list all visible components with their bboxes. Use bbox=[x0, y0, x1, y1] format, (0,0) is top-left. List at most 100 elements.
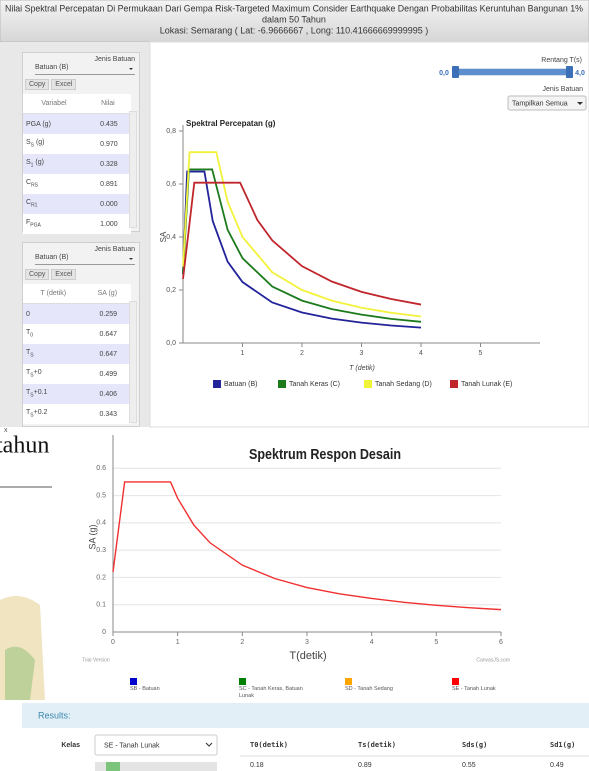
legend-swatch bbox=[364, 380, 372, 388]
column-header: SA (g) bbox=[84, 284, 131, 304]
value-cell: 0.647 bbox=[84, 344, 131, 364]
variable-suffix: (g) bbox=[34, 139, 45, 146]
variable-subscript: RS bbox=[31, 183, 38, 189]
value-cell: 0.328 bbox=[85, 154, 131, 174]
y-axis-title: SA (g) bbox=[87, 524, 97, 549]
variable-cell: CR1 bbox=[23, 194, 85, 214]
y-tick-label: 0.4 bbox=[96, 520, 106, 527]
x-tick-label: 3 bbox=[360, 350, 364, 357]
scrollbar bbox=[129, 111, 137, 228]
y-tick-label: 0,8 bbox=[166, 128, 176, 135]
table-select[interactable]: Batuan (B) bbox=[35, 64, 135, 75]
watermark: Trial Version bbox=[82, 657, 110, 663]
value-cell: 0.343 bbox=[84, 404, 131, 424]
range-handle[interactable] bbox=[566, 66, 573, 78]
kelas-label: Kelas bbox=[61, 742, 80, 749]
soil-select-text: Tampilkan Semua bbox=[512, 100, 568, 107]
variable-cell: TS+0.2 bbox=[23, 404, 84, 424]
header-title: dalam 50 Tahun bbox=[262, 14, 326, 24]
variable-cell: TS bbox=[23, 344, 84, 364]
range-fill bbox=[458, 69, 568, 75]
button-row: Copy Excel bbox=[23, 75, 139, 94]
legend-swatch bbox=[345, 678, 352, 685]
progress-fill bbox=[106, 762, 120, 771]
legend-label: Tanah Keras (C) bbox=[289, 381, 340, 388]
x-tick-label: 6 bbox=[499, 639, 503, 646]
value-cell: 0.435 bbox=[85, 114, 131, 135]
range-min: 0,0 bbox=[439, 70, 449, 77]
x-tick-label: 5 bbox=[479, 350, 483, 357]
x-tick-label: 1 bbox=[176, 639, 180, 646]
table-heading: Jenis Batuan bbox=[23, 243, 139, 253]
variable-cell: SS (g) bbox=[23, 134, 85, 154]
value-cell: 0.647 bbox=[84, 324, 131, 344]
value-cell: 0.891 bbox=[85, 174, 131, 194]
variable-cell: T0 bbox=[23, 324, 84, 344]
legend-label: SC - Tanah Keras, Batuan Lunak bbox=[239, 686, 319, 700]
button[interactable]: Excel bbox=[51, 79, 76, 90]
results-value: 0.49 bbox=[550, 762, 564, 769]
header-row: T (detik)SA (g) bbox=[23, 284, 131, 304]
x-tick-label: 4 bbox=[370, 639, 374, 646]
variable-cell: S1 (g) bbox=[23, 154, 85, 174]
results-header: Ts(detik) bbox=[358, 741, 396, 749]
variable-suffix: +0.2 bbox=[34, 409, 48, 416]
value-cell: 0.970 bbox=[85, 134, 131, 154]
variable-cell: TS+0.1 bbox=[23, 384, 84, 404]
range-handle[interactable] bbox=[452, 66, 459, 78]
value-cell: 0.259 bbox=[84, 304, 131, 325]
column-header: T (detik) bbox=[23, 284, 84, 304]
legend-label: SD - Tanah Sedang bbox=[345, 686, 425, 693]
button-row: Copy Excel bbox=[23, 265, 139, 284]
legend-label: Tanah Lunak (E) bbox=[461, 381, 512, 388]
table-select[interactable]: Batuan (B) bbox=[35, 254, 135, 265]
y-tick-label: 0.1 bbox=[96, 602, 106, 609]
column-header: Variabel bbox=[23, 94, 85, 114]
chart-title: Spektrum Respon Desain bbox=[249, 446, 401, 463]
y-tick-label: 0,0 bbox=[166, 340, 176, 347]
x-tick-label: 2 bbox=[240, 639, 244, 646]
button[interactable]: Excel bbox=[51, 269, 76, 280]
table-row: FPGA1.000 bbox=[23, 214, 131, 234]
table-row: S1 (g)0.328 bbox=[23, 154, 131, 174]
table-row: PGA (g) 0.435 bbox=[23, 114, 131, 135]
button[interactable]: Copy bbox=[25, 79, 49, 90]
variable-subscript: PGA bbox=[30, 223, 41, 229]
y-tick-label: 0.2 bbox=[96, 574, 106, 581]
variable-subscript: R1 bbox=[31, 203, 37, 209]
variable-label: 0 bbox=[26, 311, 30, 318]
button[interactable]: Copy bbox=[25, 269, 49, 280]
legend-swatch bbox=[130, 678, 137, 685]
variable-cell: CRS bbox=[23, 174, 85, 194]
legend-swatch bbox=[450, 380, 458, 388]
chart-title: Spektral Percepatan (g) bbox=[186, 119, 276, 128]
y-tick-label: 0.6 bbox=[96, 465, 106, 472]
variable-cell: TS+0 bbox=[23, 364, 84, 384]
value-cell: 1.000 bbox=[85, 214, 131, 234]
x-tick-label: 4 bbox=[419, 350, 423, 357]
table-row: TS0.647 bbox=[23, 344, 131, 364]
soil-label: Jenis Batuan bbox=[543, 86, 584, 93]
value-cell: 0.499 bbox=[84, 364, 131, 384]
legend-swatch bbox=[452, 678, 459, 685]
variable-label: PGA (g) bbox=[26, 121, 51, 128]
x-tick-label: 0 bbox=[111, 639, 115, 646]
value-cell: 0.406 bbox=[84, 384, 131, 404]
table-heading: Jenis Batuan bbox=[23, 53, 139, 63]
y-tick-label: 0 bbox=[102, 629, 106, 636]
value-cell: 0.000 bbox=[85, 194, 131, 214]
table-row: 0 0.259 bbox=[23, 304, 131, 325]
results-value: 0.55 bbox=[462, 762, 476, 769]
header-title: Nilai Spektral Percepatan Di Permukaan D… bbox=[5, 3, 583, 13]
variable-cell: PGA (g) bbox=[23, 114, 85, 135]
legend-swatch bbox=[213, 380, 221, 388]
results-bar bbox=[22, 703, 589, 728]
page: Nilai Spektral Percepatan Di Permukaan D… bbox=[0, 0, 589, 771]
variable-subscript: 0 bbox=[30, 333, 33, 339]
y-axis-title: SA bbox=[159, 231, 168, 242]
